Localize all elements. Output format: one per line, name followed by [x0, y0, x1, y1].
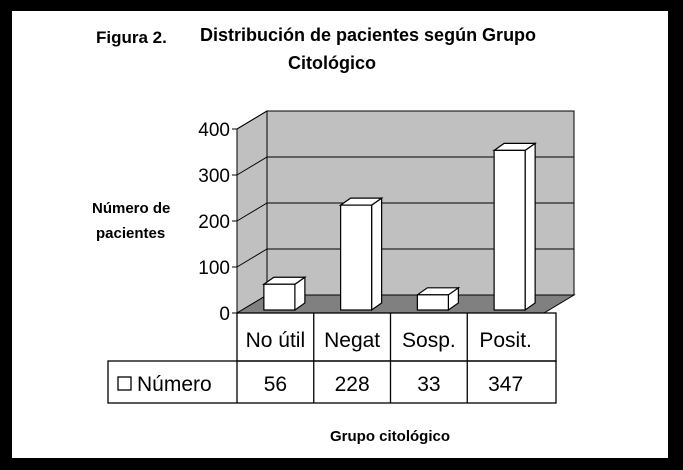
chart-title-line1: Distribución de pacientes según Grupo	[200, 25, 537, 45]
y-axis-label-line1: Número de	[92, 200, 171, 217]
data-value-label: 347	[488, 373, 523, 396]
y-tick-label: 300	[198, 166, 230, 187]
figure-label: Figura 2.	[96, 28, 167, 47]
y-tick-label: 100	[198, 258, 230, 279]
data-value-label: 56	[264, 373, 287, 396]
category-label: Sosp.	[402, 329, 456, 352]
bar	[416, 294, 449, 311]
legend-label: Número	[137, 373, 212, 396]
legend-swatch	[117, 376, 132, 391]
bar-chart-3d: 0 100 200 300 400 No útil Negat Sosp. Posit. 56 22…	[107, 110, 576, 404]
bar	[493, 149, 526, 311]
bar	[263, 283, 296, 311]
gridline	[236, 110, 574, 130]
chart-title-line2: Citológico	[288, 53, 376, 73]
gridline	[236, 202, 574, 222]
category-label: No útil	[246, 329, 306, 352]
gridline	[236, 156, 574, 176]
gridline	[236, 248, 574, 268]
bar	[340, 204, 373, 311]
y-tick-label: 200	[198, 212, 230, 233]
data-value-label: 228	[335, 373, 370, 396]
y-tick-label: 400	[198, 120, 230, 141]
bar-side	[371, 196, 383, 312]
category-label: Negat	[324, 329, 380, 352]
y-axis-label-line2: pacientes	[96, 225, 166, 242]
data-value-label: 33	[417, 373, 440, 396]
chart-frame: Figura 2. Distribución de pacientes segú…	[12, 11, 668, 458]
y-tick-label: 0	[219, 304, 230, 325]
x-axis-label: Grupo citológico	[330, 428, 450, 445]
bar-side	[524, 142, 536, 312]
table-value-row	[107, 360, 557, 404]
category-label: Posit.	[479, 329, 532, 352]
